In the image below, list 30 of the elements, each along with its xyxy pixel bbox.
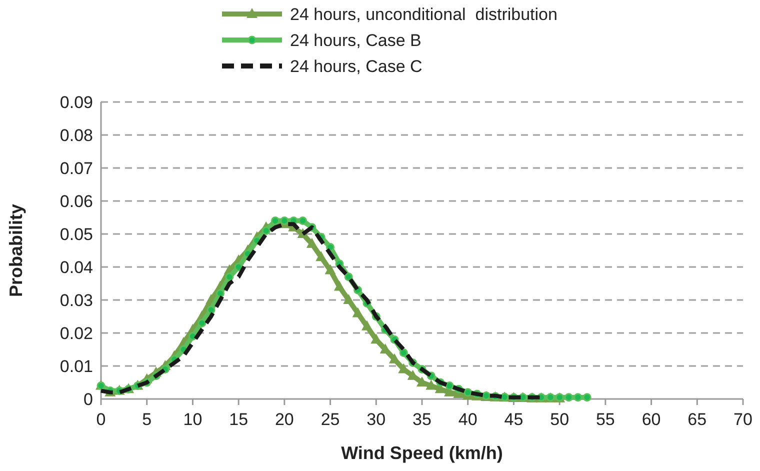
x-tick-label: 20: [274, 410, 294, 429]
y-tick-label: 0.05: [60, 225, 93, 244]
x-tick-label: 60: [642, 410, 661, 429]
y-tick-label: 0.04: [60, 258, 93, 277]
legend-label: 24 hours, Case B: [290, 31, 422, 50]
x-tick-label: 25: [320, 410, 340, 429]
y-tick-label: 0.03: [60, 291, 93, 310]
y-tick-label: 0: [84, 390, 93, 409]
x-tick-label: 10: [183, 410, 202, 429]
x-tick-label: 15: [229, 410, 248, 429]
x-tick-label: 45: [504, 410, 524, 429]
x-tick-label: 40: [458, 410, 478, 429]
y-tick-label: 0.01: [60, 357, 93, 376]
x-tick-label: 5: [142, 410, 152, 429]
y-tick-label: 0.07: [60, 159, 93, 178]
x-tick-label: 70: [734, 410, 752, 429]
x-tick-label: 0: [96, 410, 106, 429]
x-tick-label: 50: [550, 410, 570, 429]
x-axis-title: Wind Speed (km/h): [341, 443, 503, 463]
y-tick-label: 0.06: [60, 192, 93, 211]
y-tick-label: 0.02: [60, 324, 93, 343]
x-tick-label: 35: [412, 410, 432, 429]
legend-label: 24 hours, unconditional distribution: [290, 5, 558, 24]
x-tick-label: 30: [366, 410, 386, 429]
y-axis-title: Probability: [6, 204, 26, 298]
y-tick-label: 0.09: [60, 93, 93, 112]
legend-label: 24 hours, Case C: [290, 57, 422, 76]
x-tick-label: 65: [688, 410, 707, 429]
y-tick-label: 0.08: [60, 126, 93, 145]
x-tick-label: 55: [596, 410, 615, 429]
